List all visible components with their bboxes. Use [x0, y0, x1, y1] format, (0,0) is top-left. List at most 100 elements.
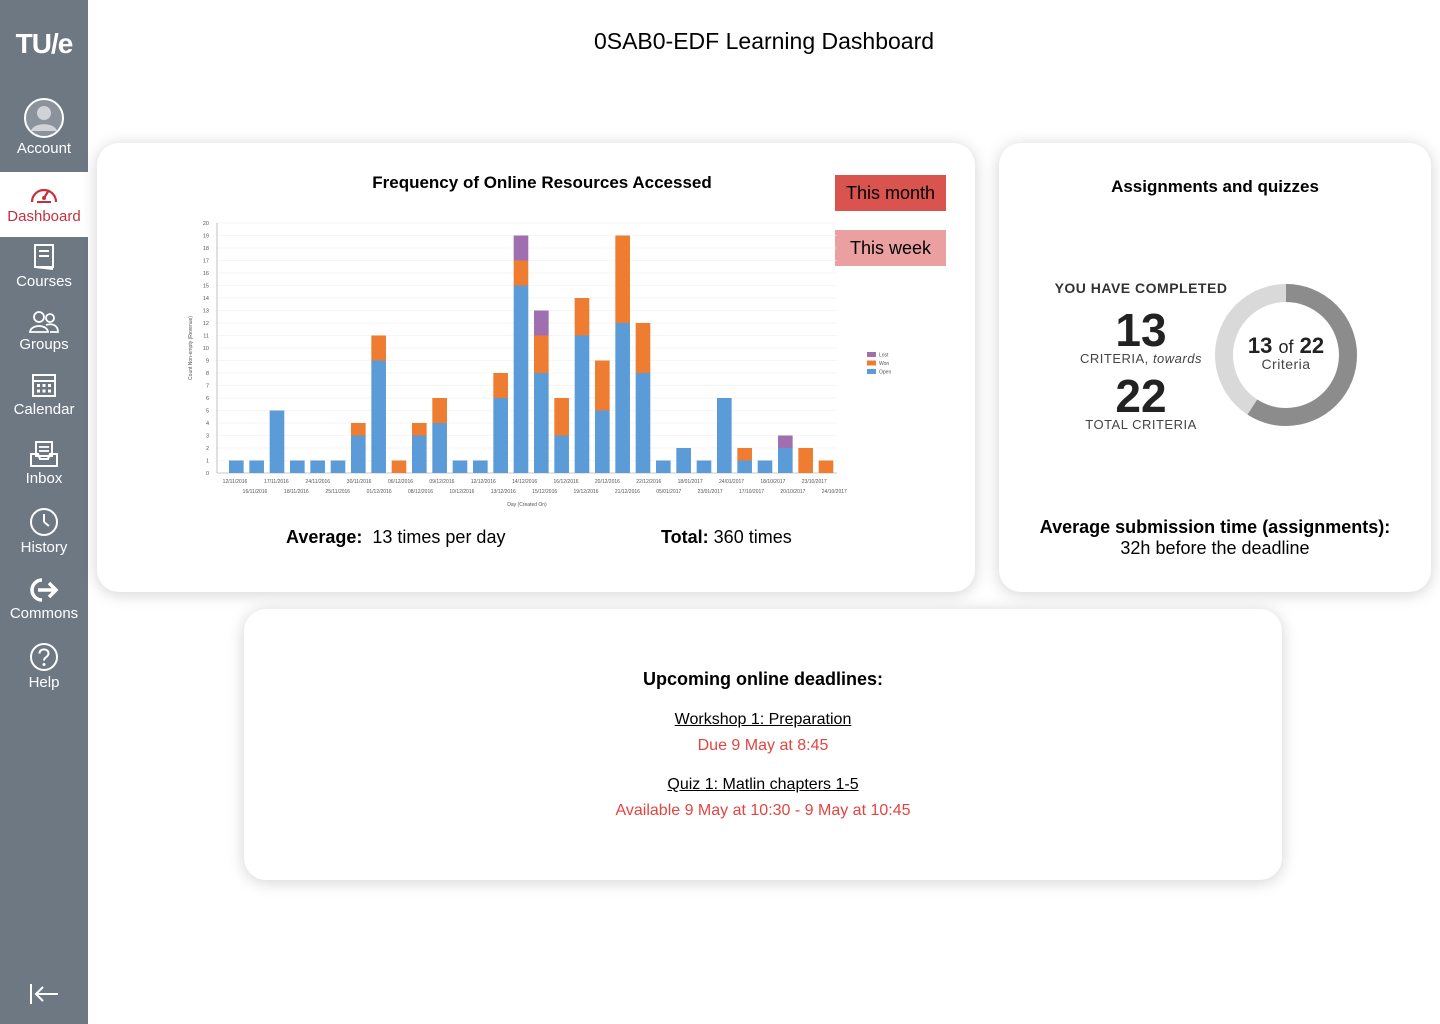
bar-open [615, 323, 630, 473]
donut-of-label: of [1278, 337, 1294, 357]
x-tick-label: 30/11/2016 [347, 479, 372, 485]
frequency-card-title: Frequency of Online Resources Accessed [372, 173, 712, 192]
y-tick-label: 8 [206, 371, 209, 377]
deadline-due-quiz: Available 9 May at 10:30 - 9 May at 10:4… [615, 802, 911, 819]
deadline-link-workshop[interactable]: Workshop 1: Preparation [674, 711, 852, 728]
legend-swatch [867, 360, 876, 366]
collapse-left-icon[interactable] [28, 980, 60, 1008]
y-tick-label: 18 [203, 246, 209, 252]
bar-open [310, 460, 325, 473]
deadlines-card: Upcoming online deadlines: Workshop 1: P… [244, 609, 1282, 880]
x-tick-label: 16/11/2016 [243, 489, 268, 495]
y-tick-label: 19 [203, 234, 209, 240]
calendar-icon [32, 374, 56, 397]
bar-won [391, 460, 407, 473]
sidebar-item-label: Groups [19, 336, 69, 353]
bar-lost [513, 235, 529, 261]
bar-open [452, 460, 468, 473]
deadlines-title: Upcoming online deadlines: [642, 669, 884, 689]
gauge-icon [30, 188, 58, 203]
bar-won [371, 335, 386, 361]
avg-submission-label: Average submission time (assignments): [1039, 517, 1391, 537]
bar-won [574, 298, 590, 336]
y-tick-label: 6 [206, 396, 209, 402]
sidebar-item-label: Help [28, 674, 60, 691]
assignments-card-title: Assignments and quizzes [1111, 177, 1319, 196]
sidebar-item-commons[interactable]: Commons [0, 577, 88, 627]
sidebar-item-label: Inbox [25, 470, 63, 487]
x-tick-label: 22/12/2016 [636, 479, 661, 485]
completed-count: 13 [1115, 304, 1167, 356]
x-tick-label: 10/12/2016 [449, 489, 474, 495]
bar-open [513, 285, 529, 473]
x-tick-label: 24/01/2017 [719, 479, 744, 485]
bar-won [534, 335, 549, 373]
sidebar-item-account[interactable]: Account [0, 98, 88, 164]
bar-won [635, 323, 651, 373]
legend-label: Lost [879, 353, 889, 359]
users-icon [28, 311, 59, 333]
donut-total-value: 22 [1299, 333, 1325, 358]
sidebar-item-label: Calendar [13, 401, 75, 418]
avatar-icon [24, 98, 64, 138]
you-have-completed-label: YOU HAVE COMPLETED [1054, 280, 1228, 296]
avg-submission-value: 32h before the deadline [1120, 538, 1310, 558]
x-tick-label: 06/12/2016 [388, 479, 413, 485]
x-tick-label: 12/12/2016 [471, 479, 496, 485]
bar-open [371, 360, 386, 473]
bar-open [330, 460, 346, 473]
x-tick-label: 05/01/2017 [656, 489, 681, 495]
bar-open [757, 460, 773, 473]
bar-open [473, 460, 488, 473]
y-tick-label: 10 [203, 346, 209, 352]
frequency-card: Frequency of Online Resources Accessed T… [97, 143, 975, 592]
sidebar-item-label: Dashboard [7, 208, 81, 225]
assignments-card: Assignments and quizzes YOU HAVE COMPLET… [999, 143, 1431, 592]
deadline-due-workshop: Due 9 May at 8:45 [697, 737, 829, 754]
sidebar-item-calendar[interactable]: Calendar [0, 371, 88, 423]
sidebar-item-dashboard[interactable]: Dashboard [0, 172, 88, 237]
x-tick-label: 18/11/2016 [284, 489, 309, 495]
y-tick-label: 16 [203, 271, 209, 277]
bar-open [656, 460, 671, 473]
bar-open [351, 435, 366, 473]
sidebar-item-history[interactable]: History [0, 507, 88, 559]
this-week-button[interactable]: This week [835, 230, 946, 266]
total-stat: Total: 360 times [661, 527, 792, 548]
sidebar-item-inbox[interactable]: Inbox [0, 440, 88, 492]
criteria-donut-chart [1215, 284, 1357, 426]
deadline-link-quiz[interactable]: Quiz 1: Matlin chapters 1-5 [667, 776, 859, 793]
y-tick-label: 4 [206, 421, 209, 427]
y-tick-label: 15 [203, 284, 209, 290]
donut-center-count: 13 of 22 [1239, 333, 1333, 359]
bar-open [635, 373, 651, 473]
y-tick-label: 2 [206, 446, 209, 452]
x-tick-label: 17/11/2016 [264, 479, 289, 485]
sidebar-item-help[interactable]: Help [0, 642, 88, 694]
y-tick-label: 20 [203, 221, 209, 227]
donut-completed-arc [1215, 284, 1357, 426]
bar-open [574, 335, 590, 473]
sidebar-item-courses[interactable]: Courses [0, 243, 88, 293]
bar-open [554, 435, 569, 473]
tue-logo[interactable]: TU/e [15, 28, 74, 59]
bar-won [798, 448, 813, 473]
share-arrow-icon [30, 578, 59, 602]
y-tick-label: 3 [206, 434, 209, 440]
sidebar-item-label: Courses [16, 273, 72, 290]
bar-open [249, 460, 264, 473]
sidebar-item-label: Commons [9, 605, 79, 622]
bar-open [696, 460, 712, 473]
sidebar-item-label: Account [16, 140, 72, 157]
x-tick-label: 15/12/2016 [532, 489, 557, 495]
x-tick-label: 18/01/2017 [678, 479, 703, 485]
sidebar-item-groups[interactable]: Groups [0, 310, 88, 360]
x-tick-label: 20/10/2017 [780, 489, 805, 495]
bar-won [351, 423, 366, 436]
x-tick-label: 17/10/2017 [739, 489, 764, 495]
sidebar-item-label: History [20, 539, 68, 556]
bar-won [737, 448, 752, 461]
bar-won [432, 398, 447, 423]
y-tick-label: 5 [206, 409, 209, 415]
this-month-button[interactable]: This month [835, 175, 946, 211]
